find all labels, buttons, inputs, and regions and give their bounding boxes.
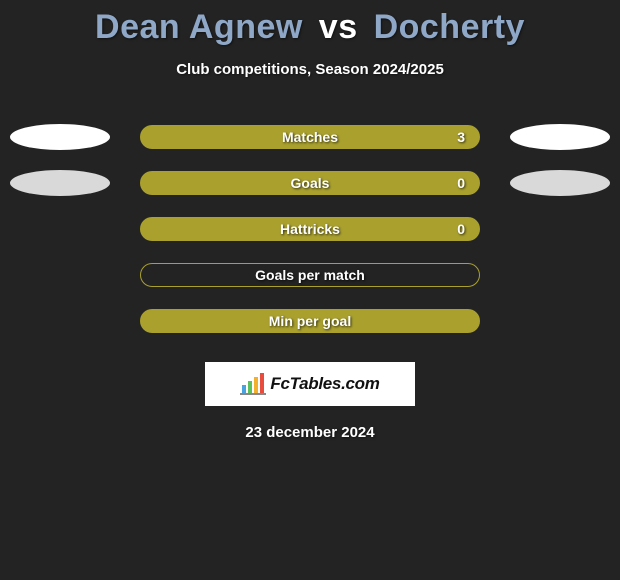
player1-name: Dean Agnew: [95, 8, 303, 46]
left-ellipse: [10, 170, 110, 196]
stat-row: Matches 3: [0, 114, 620, 160]
stat-bar: Matches 3: [140, 125, 480, 149]
stat-row: Hattricks 0: [0, 206, 620, 252]
logo-box: FcTables.com: [205, 362, 415, 406]
stats-rows: Matches 3 Goals 0 Hattricks 0 Goals per match M…: [0, 114, 620, 344]
vs-text: vs: [319, 8, 358, 46]
stat-value: 0: [457, 175, 465, 191]
stat-value: 3: [457, 129, 465, 145]
logo-text: FcTables.com: [270, 374, 379, 394]
stat-label: Goals: [291, 175, 330, 191]
stat-label: Hattricks: [280, 221, 340, 237]
stat-bar: Hattricks 0: [140, 217, 480, 241]
stat-bar: Goals per match: [140, 263, 480, 287]
subtitle: Club competitions, Season 2024/2025: [0, 61, 620, 78]
stat-bar: Min per goal: [140, 309, 480, 333]
stat-bar: Goals 0: [140, 171, 480, 195]
stat-label: Min per goal: [269, 313, 351, 329]
stat-row: Min per goal: [0, 298, 620, 344]
stat-label: Matches: [282, 129, 338, 145]
date-text: 23 december 2024: [0, 424, 620, 441]
stat-row: Goals per match: [0, 252, 620, 298]
stat-row: Goals 0: [0, 160, 620, 206]
logo-chart-icon: [240, 373, 266, 395]
right-ellipse: [510, 170, 610, 196]
page-title: Dean Agnew vs Docherty: [0, 0, 620, 47]
player2-name: Docherty: [374, 8, 525, 46]
left-ellipse: [10, 124, 110, 150]
right-ellipse: [510, 124, 610, 150]
stat-value: 0: [457, 221, 465, 237]
stat-label: Goals per match: [255, 267, 365, 283]
